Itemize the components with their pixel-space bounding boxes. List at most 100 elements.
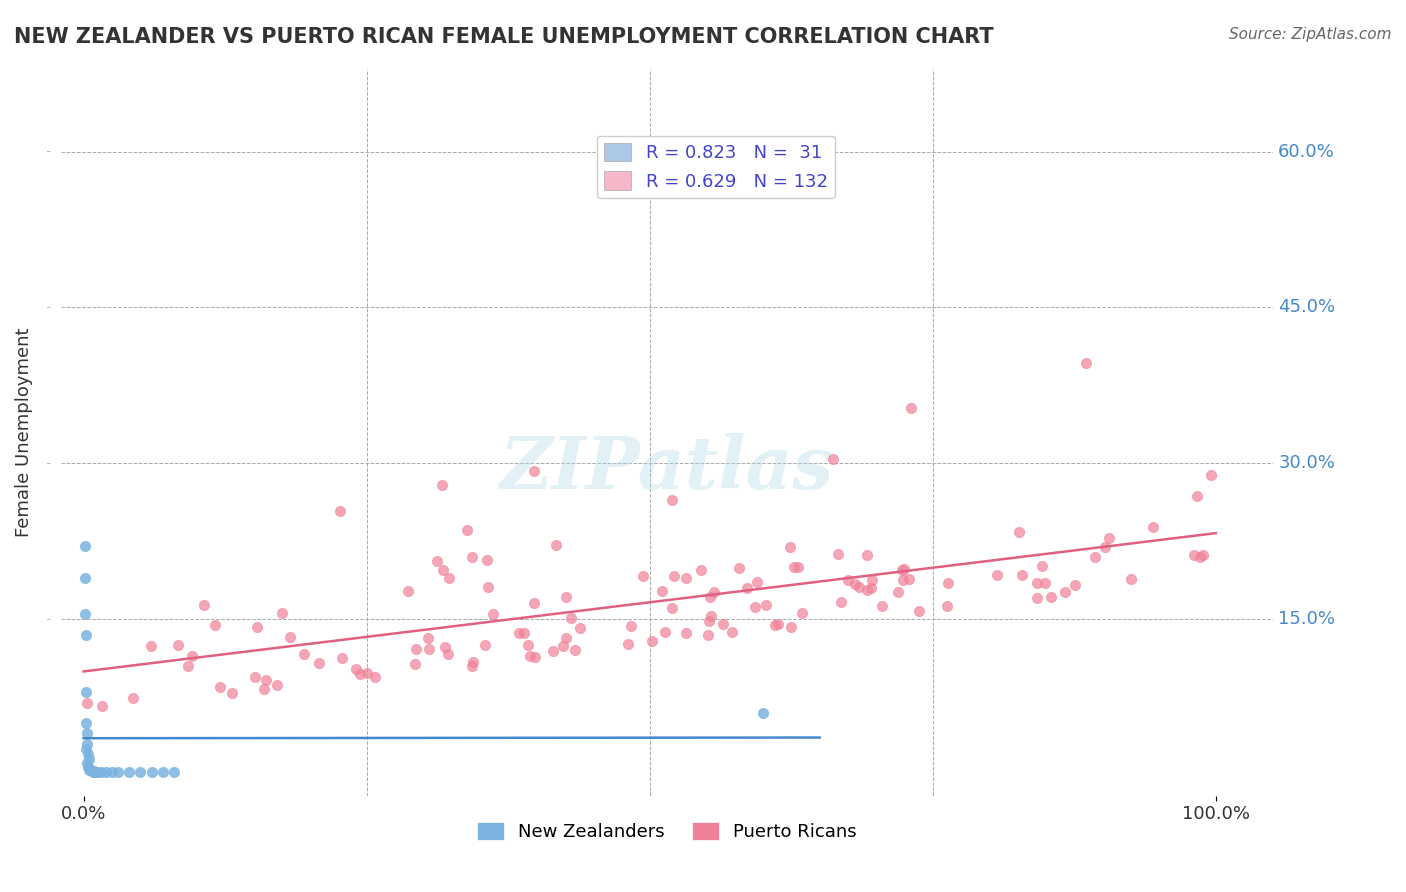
Point xyxy=(474,638,496,652)
Point xyxy=(787,560,810,574)
Point xyxy=(461,550,484,565)
Point xyxy=(86,764,108,779)
Point xyxy=(163,764,186,779)
Point xyxy=(141,640,163,654)
Text: 15.0%: 15.0% xyxy=(1278,610,1336,628)
Point xyxy=(661,493,683,508)
Point xyxy=(73,540,96,554)
Point xyxy=(1187,490,1209,504)
Point xyxy=(107,764,129,779)
Point xyxy=(1188,549,1211,564)
Point xyxy=(418,642,440,657)
Point xyxy=(844,577,866,591)
Point xyxy=(651,584,673,599)
Point xyxy=(77,759,100,773)
Point xyxy=(1094,540,1116,554)
Point xyxy=(766,617,789,632)
Point xyxy=(508,626,530,640)
Point xyxy=(118,764,141,779)
Point xyxy=(477,580,499,594)
Point xyxy=(193,598,215,612)
Point xyxy=(364,670,387,684)
Point xyxy=(181,648,204,663)
Point xyxy=(461,659,484,673)
Point xyxy=(82,764,104,779)
Point xyxy=(661,601,683,615)
Point xyxy=(1053,585,1076,599)
Point xyxy=(564,643,586,657)
Point xyxy=(544,538,567,552)
Y-axis label: Female Unemployment: Female Unemployment xyxy=(15,327,32,537)
Point xyxy=(560,611,582,625)
Point xyxy=(860,582,883,596)
Point xyxy=(890,563,912,577)
Point xyxy=(783,560,806,574)
Point xyxy=(1064,578,1087,592)
Point xyxy=(396,583,419,598)
Point xyxy=(76,696,98,710)
Point xyxy=(349,667,371,681)
Point xyxy=(437,647,460,661)
Point xyxy=(79,762,101,776)
Point xyxy=(83,764,105,778)
Point xyxy=(697,614,720,628)
Point xyxy=(416,632,439,646)
Point xyxy=(75,685,97,699)
Point xyxy=(860,574,883,588)
Text: 60.0%: 60.0% xyxy=(1278,143,1334,161)
Point xyxy=(271,606,294,620)
Point xyxy=(482,607,505,622)
Point xyxy=(524,649,547,664)
Point xyxy=(1025,575,1047,590)
Text: 30.0%: 30.0% xyxy=(1278,454,1336,472)
Point xyxy=(73,607,96,621)
Point xyxy=(523,464,546,478)
Point xyxy=(1098,531,1121,545)
Point xyxy=(689,564,711,578)
Point xyxy=(700,608,723,623)
Point xyxy=(344,662,367,676)
Point xyxy=(84,764,107,779)
Point xyxy=(1074,356,1097,370)
Point xyxy=(1026,591,1049,605)
Point xyxy=(543,644,565,658)
Point xyxy=(356,665,378,680)
Point xyxy=(330,650,353,665)
Text: Source: ZipAtlas.com: Source: ZipAtlas.com xyxy=(1229,27,1392,42)
Point xyxy=(827,547,849,561)
Point xyxy=(699,590,721,604)
Point xyxy=(870,599,893,614)
Point xyxy=(900,401,922,415)
Point xyxy=(246,620,269,634)
Point xyxy=(75,742,97,756)
Legend: R = 0.823   N =  31, R = 0.629   N = 132: R = 0.823 N = 31, R = 0.629 N = 132 xyxy=(598,136,835,198)
Point xyxy=(986,567,1008,582)
Point xyxy=(204,618,226,632)
Point xyxy=(129,764,152,779)
Point xyxy=(1191,548,1213,562)
Point xyxy=(432,563,454,577)
Point xyxy=(84,764,107,779)
Point xyxy=(696,628,718,642)
Point xyxy=(745,575,768,590)
Point xyxy=(122,691,145,706)
Point xyxy=(177,658,200,673)
Point xyxy=(752,706,775,720)
Point xyxy=(893,562,915,576)
Point xyxy=(780,620,803,634)
Point xyxy=(75,628,97,642)
Point xyxy=(141,764,163,779)
Point xyxy=(856,548,879,562)
Point xyxy=(76,756,98,770)
Point xyxy=(152,764,174,779)
Point xyxy=(516,638,538,652)
Point xyxy=(1121,573,1143,587)
Point xyxy=(1199,467,1222,482)
Point xyxy=(308,656,330,670)
Point xyxy=(90,764,112,779)
Point xyxy=(96,764,118,779)
Text: 45.0%: 45.0% xyxy=(1278,299,1336,317)
Point xyxy=(720,625,742,640)
Point xyxy=(744,599,766,614)
Point xyxy=(1182,549,1205,563)
